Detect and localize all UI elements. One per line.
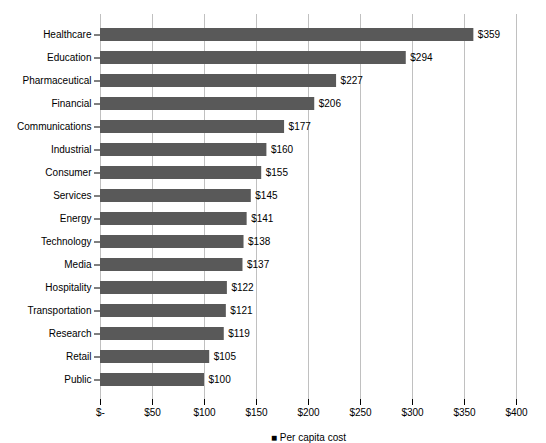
svg-text:Energy: Energy [60, 213, 92, 224]
svg-text:Healthcare: Healthcare [43, 29, 92, 40]
svg-text:$160: $160 [271, 144, 294, 155]
svg-text:Technology: Technology [41, 236, 92, 247]
svg-text:Consumer: Consumer [45, 167, 92, 178]
svg-text:$206: $206 [319, 98, 342, 109]
svg-text:Services: Services [53, 190, 91, 201]
svg-text:$350: $350 [453, 407, 476, 418]
svg-text:$227: $227 [341, 75, 364, 86]
svg-text:$359: $359 [478, 29, 501, 40]
svg-text:$-: $- [96, 407, 105, 418]
svg-text:$250: $250 [349, 407, 372, 418]
svg-text:$137: $137 [247, 259, 270, 270]
svg-text:Industrial: Industrial [51, 144, 92, 155]
svg-text:Public: Public [64, 374, 91, 385]
svg-text:Research: Research [49, 328, 92, 339]
svg-text:$122: $122 [231, 282, 254, 293]
svg-text:Financial: Financial [51, 98, 91, 109]
svg-text:$121: $121 [230, 305, 253, 316]
svg-text:Media: Media [64, 259, 92, 270]
svg-text:$105: $105 [214, 351, 237, 362]
svg-text:$177: $177 [289, 121, 312, 132]
svg-text:$138: $138 [248, 236, 271, 247]
svg-text:$150: $150 [245, 407, 268, 418]
svg-text:$100: $100 [209, 374, 232, 385]
svg-text:■ Per capita cost: ■ Per capita cost [271, 432, 346, 443]
svg-text:Transportation: Transportation [27, 305, 91, 316]
svg-text:Communications: Communications [17, 121, 91, 132]
svg-text:$300: $300 [401, 407, 424, 418]
svg-text:$294: $294 [410, 52, 433, 63]
svg-text:Pharmaceutical: Pharmaceutical [23, 75, 92, 86]
svg-text:$200: $200 [297, 407, 320, 418]
svg-text:Hospitality: Hospitality [45, 282, 91, 293]
svg-text:$141: $141 [251, 213, 274, 224]
svg-text:$400: $400 [505, 407, 528, 418]
svg-text:$155: $155 [266, 167, 289, 178]
svg-text:$145: $145 [255, 190, 278, 201]
svg-text:Education: Education [47, 52, 91, 63]
svg-text:$50: $50 [144, 407, 161, 418]
svg-text:$119: $119 [228, 328, 250, 339]
svg-text:$100: $100 [193, 407, 216, 418]
svg-text:Retail: Retail [66, 351, 92, 362]
